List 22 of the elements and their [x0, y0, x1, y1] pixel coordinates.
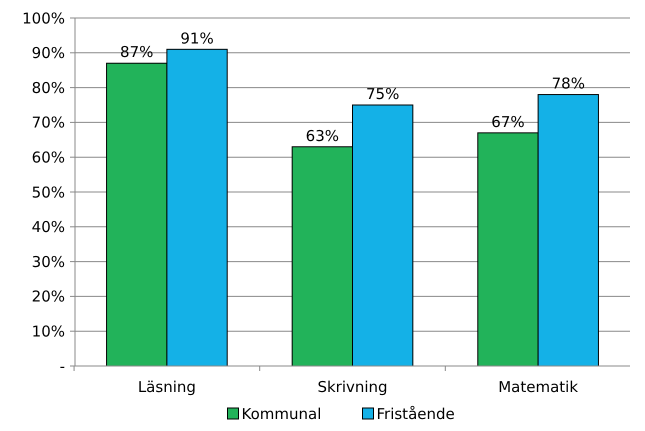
- legend-label: Kommunal: [242, 405, 322, 423]
- y-tick-label: 20%: [32, 288, 65, 306]
- data-label: 91%: [180, 29, 214, 48]
- y-tick-label: -: [60, 357, 65, 376]
- data-label: 75%: [366, 85, 400, 103]
- x-tick-label: Läsning: [138, 378, 196, 396]
- y-tick-label: 10%: [32, 322, 65, 340]
- y-tick-label: 70%: [32, 114, 65, 132]
- y-tick-label: 40%: [32, 218, 65, 236]
- y-tick-label: 60%: [32, 148, 65, 166]
- data-label: 78%: [552, 74, 585, 93]
- y-tick-label: 30%: [32, 252, 65, 271]
- data-label: 87%: [120, 43, 154, 62]
- x-tick-label: Skrivning: [317, 378, 388, 396]
- data-label: 63%: [306, 126, 340, 145]
- y-tick-label: 90%: [32, 44, 65, 62]
- y-tick-label: 100%: [22, 9, 65, 28]
- y-tick-label: 50%: [32, 183, 65, 202]
- legend-label: Fristående: [376, 405, 455, 423]
- y-tick-label: 80%: [32, 78, 65, 97]
- data-label: 67%: [491, 112, 525, 131]
- x-tick-label: Matematik: [498, 378, 578, 396]
